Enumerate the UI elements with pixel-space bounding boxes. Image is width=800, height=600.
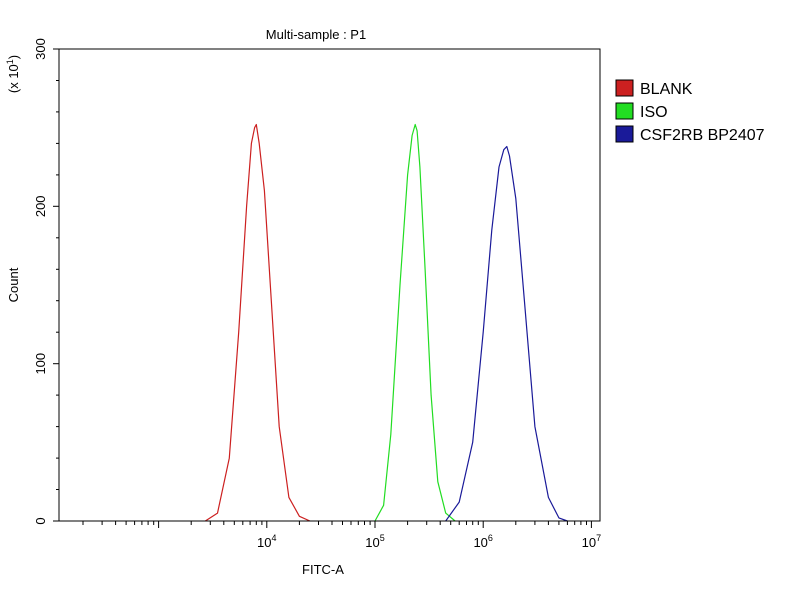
y-axis-label: Count [6,267,21,302]
y-tick-label: 300 [33,38,48,60]
x-tick-base: 10 [582,535,596,550]
legend-label: BLANK [640,81,693,98]
legend-swatch [615,102,634,120]
legend-label: ISO [640,104,668,121]
x-tick-label: 104 [257,533,276,550]
series-line-0 [204,123,311,522]
y-multiplier-base: (x 10 [6,64,21,93]
legend-swatch [615,125,634,143]
y-axis: 0 100 200 300 [33,38,59,525]
chart-title: Multi-sample : P1 [266,27,366,42]
y-multiplier-exp: 1 [5,59,15,64]
x-tick-label: 107 [582,533,601,550]
x-tick-exponent: 7 [596,533,601,543]
series-line-1 [374,123,456,522]
series-layer [204,123,568,522]
legend: BLANK ISO CSF2RB BP2407 [615,79,765,144]
x-tick-base: 10 [473,535,487,550]
legend-label: CSF2RB BP2407 [640,127,765,144]
x-tick-label: 106 [473,533,492,550]
x-tick-exponent: 5 [380,533,385,543]
y-tick-label: 100 [33,353,48,375]
x-axis-label: FITC-A [302,562,344,577]
y-tick-label: 200 [33,195,48,217]
y-tick-label: 0 [33,517,48,524]
x-tick-exponent: 4 [272,533,277,543]
y-axis-multiplier: (x 101) [5,55,21,93]
x-tick-base: 10 [257,535,271,550]
x-axis: 104 105 106 107 [82,521,601,550]
plot-frame [58,48,601,522]
legend-swatch [615,79,634,97]
y-multiplier-close: ) [6,55,21,59]
x-tick-exponent: 6 [488,533,493,543]
x-tick-label: 105 [365,533,384,550]
series-line-2 [445,145,568,522]
x-tick-base: 10 [365,535,379,550]
